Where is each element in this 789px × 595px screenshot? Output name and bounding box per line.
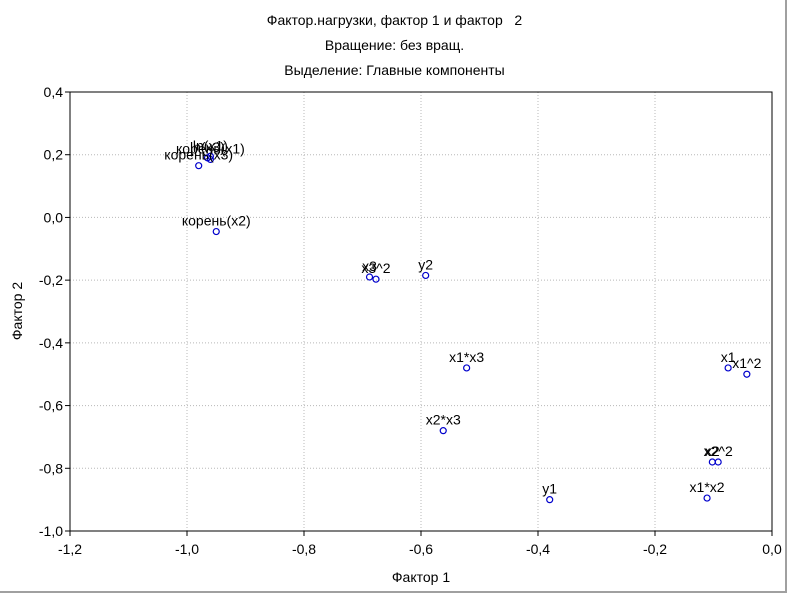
x-tick-label: 0,0 xyxy=(762,541,782,557)
x-tick-label: -0,8 xyxy=(292,541,316,557)
data-point xyxy=(714,458,722,466)
y-tick-label: -0,2 xyxy=(39,272,63,288)
data-point xyxy=(703,494,711,502)
data-point-label: y2 xyxy=(418,256,433,272)
x-tick-label: -0,4 xyxy=(526,541,550,557)
data-point xyxy=(422,271,430,280)
chart-title-line-3: Выделение: Главные компоненты xyxy=(284,62,505,78)
data-point-label: ln(x1) xyxy=(193,137,228,153)
tick-layer: -1,2 -1,0 -0,8 -0,6 -0,4 -0,2 0,0 0,4 0,2 0,0 -0,2… xyxy=(39,84,782,557)
grid-layer xyxy=(70,92,772,531)
data-point-label: корень(x2) xyxy=(182,213,251,229)
y-tick-label: 0,0 xyxy=(44,209,64,225)
chart-title-line-1: Фактор.нагрузки, фактор 1 и фактор 2 xyxy=(266,12,523,28)
data-point-label: x2^2 xyxy=(704,443,733,459)
y-tick-label: -0,8 xyxy=(39,460,63,476)
y-tick-label: 0,2 xyxy=(44,147,64,163)
y-tick-label: 0,4 xyxy=(44,84,64,100)
x-tick-label: -0,6 xyxy=(409,541,433,557)
x-tick-label: -0,2 xyxy=(643,541,667,557)
data-point xyxy=(195,162,203,170)
data-point xyxy=(463,364,471,372)
data-point-label: корень(x1) xyxy=(176,140,245,156)
data-point xyxy=(546,496,554,504)
x-tick-label: -1,2 xyxy=(58,541,82,557)
data-point-label: x2 xyxy=(705,443,720,459)
chart-title-line-2: Вращение: без вращ. xyxy=(324,37,465,53)
data-point-label: x1^2 xyxy=(732,355,761,371)
data-point xyxy=(439,427,447,435)
data-point-label: x1*x3 xyxy=(449,349,484,365)
data-point xyxy=(743,370,751,378)
data-point-label: ln(x3) xyxy=(190,139,225,155)
data-point xyxy=(212,227,220,236)
data-point-label: x2*x3 xyxy=(426,412,461,428)
point-layer: ln(x3)ln(x1)корень(x1)корень(x3) корень(x… xyxy=(164,137,762,504)
x-axis-title: Фактор 1 xyxy=(392,569,450,585)
data-point-label: корень(x3) xyxy=(164,147,233,163)
data-point-label: x3 xyxy=(362,258,377,274)
data-point-label: x3^2 xyxy=(361,260,390,276)
data-point-label: x1*x2 xyxy=(690,479,725,495)
y-tick-label: -0,6 xyxy=(39,398,63,414)
x-tick-label: -1,0 xyxy=(175,541,199,557)
y-tick-label: -1,0 xyxy=(39,523,63,539)
y-tick-label: -0,4 xyxy=(39,335,63,351)
data-point-label: x1 xyxy=(721,349,736,365)
data-point xyxy=(372,275,380,283)
y-axis-title: Фактор 2 xyxy=(9,282,25,340)
data-point xyxy=(365,273,374,281)
data-point xyxy=(708,458,716,466)
data-point-label: y1 xyxy=(542,481,557,497)
data-point xyxy=(206,152,214,160)
data-point xyxy=(724,364,732,372)
data-point xyxy=(206,155,214,164)
